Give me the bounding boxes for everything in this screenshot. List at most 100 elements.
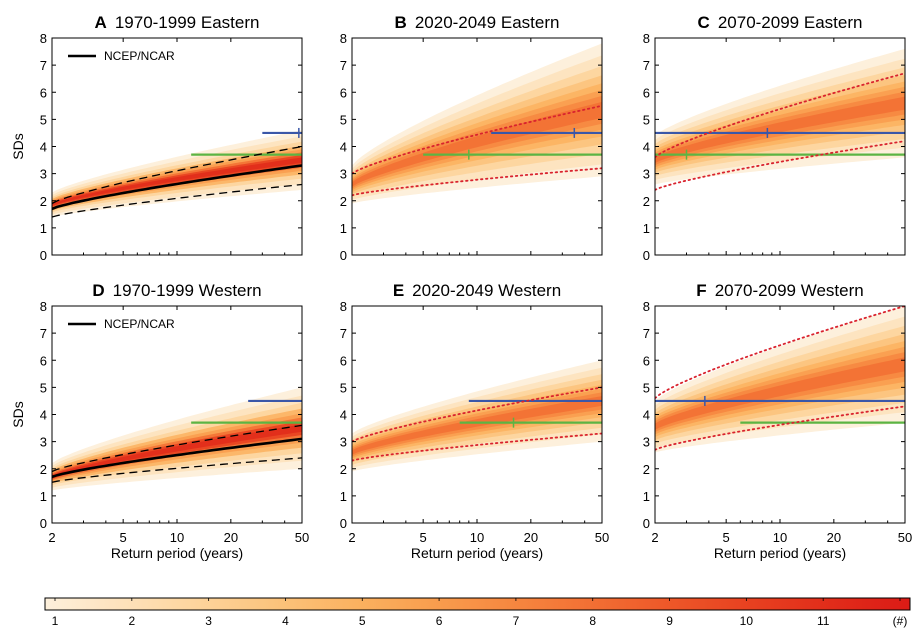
y-tick-label: 4 <box>340 140 347 155</box>
panel-title-text: 2070-2099 Western <box>715 281 864 300</box>
y-tick-label: 6 <box>643 85 650 100</box>
y-tick-label: 5 <box>643 380 650 395</box>
panel-letter: F <box>696 281 706 300</box>
colorbar-tick-label: 8 <box>589 614 596 628</box>
x-tick-label: 10 <box>170 530 184 545</box>
y-tick-label: 6 <box>40 85 47 100</box>
panel-a: 0 1 2 3 4 5 6 7 8 A 1970-1999 Eastern NCEP/NCAR SDs <box>10 13 303 263</box>
y-tick-label: 2 <box>643 462 650 477</box>
y-tick-label: 1 <box>643 221 650 236</box>
ensemble-ci-upper <box>655 72 905 159</box>
panel-b: 0 1 2 3 4 5 6 7 8 B 2020-2049 Eastern <box>340 13 603 263</box>
plot-area <box>352 360 602 472</box>
x-tick-label: 2 <box>348 530 355 545</box>
colorbar-tick-label: 5 <box>359 614 366 628</box>
y-tick-label: 5 <box>40 380 47 395</box>
y-tick-label: 7 <box>340 58 347 73</box>
y-tick-label: 4 <box>40 140 47 155</box>
y-tick-label: 2 <box>340 462 347 477</box>
y-tick-label: 3 <box>40 435 47 450</box>
panel-d: 0 1 2 3 4 5 6 7 8 2 5 10 20 50 D 1970-1999 Western NCEP/… <box>10 281 309 561</box>
plot-area <box>352 43 602 204</box>
ensemble-ci-lower <box>352 167 602 197</box>
panel-title: C 2070-2099 Eastern <box>698 13 863 32</box>
y-tick-label: 2 <box>643 194 650 209</box>
panel-letter: B <box>395 13 407 32</box>
plot-area <box>52 127 302 218</box>
y-tick-label: 0 <box>40 248 47 263</box>
ensemble-ci-lower <box>352 432 602 462</box>
y-tick-label: 8 <box>40 299 47 314</box>
y-tick-label: 0 <box>340 248 347 263</box>
y-tick-label: 5 <box>340 380 347 395</box>
y-tick-label: 7 <box>643 326 650 341</box>
x-tick-label: 10 <box>470 530 484 545</box>
y-tick-label: 6 <box>340 85 347 100</box>
colorbar: 1 2 3 4 5 6 7 8 9 10 11 (#) <box>44 597 911 628</box>
y-tick-label: 1 <box>340 221 347 236</box>
colorbar-tick-label: 10 <box>740 614 754 628</box>
x-axis-label: Return period (years) <box>111 545 243 561</box>
panel-letter: E <box>393 281 404 300</box>
y-tick-label: 3 <box>643 435 650 450</box>
x-tick-label: 2 <box>651 530 658 545</box>
x-tick-label: 10 <box>773 530 787 545</box>
y-tick-label: 6 <box>340 353 347 368</box>
y-tick-label: 8 <box>643 299 650 314</box>
panel-letter: D <box>92 281 104 300</box>
panel-title-text: 1970-1999 Eastern <box>115 13 260 32</box>
y-tick-label: 5 <box>643 112 650 127</box>
y-tick-label: 3 <box>340 167 347 182</box>
y-tick-label: 8 <box>340 299 347 314</box>
panel-letter: C <box>698 13 710 32</box>
colorbar-tick-label: 2 <box>128 614 135 628</box>
density-band <box>655 357 905 430</box>
colorbar-tick-label: 6 <box>436 614 443 628</box>
x-axis-label: Return period (years) <box>411 545 543 561</box>
y-tick-label: 2 <box>40 194 47 209</box>
density-band <box>52 157 302 206</box>
y-tick-label: 1 <box>340 489 347 504</box>
plot-area <box>52 387 302 491</box>
ncep-ci-lower <box>52 457 302 483</box>
x-tick-label: 5 <box>120 530 127 545</box>
ncep-ci-upper <box>52 424 302 473</box>
x-tick-label: 20 <box>827 530 841 545</box>
ensemble-ci-upper <box>352 104 602 175</box>
y-axis-label: SDs <box>10 133 26 159</box>
panel-title-text: 1970-1999 Western <box>113 281 262 300</box>
x-tick-label: 5 <box>723 530 730 545</box>
colorbar-tick-label: 4 <box>282 614 289 628</box>
density-band <box>352 396 602 455</box>
ncep-curve <box>52 164 302 211</box>
x-tick-label: 20 <box>224 530 238 545</box>
y-tick-label: 3 <box>643 167 650 182</box>
y-tick-label: 8 <box>40 31 47 46</box>
y-tick-label: 0 <box>40 516 47 531</box>
colorbar-tick-label: 3 <box>205 614 212 628</box>
plot-area <box>655 306 905 453</box>
y-tick-label: 1 <box>40 489 47 504</box>
panel-letter: A <box>95 13 107 32</box>
y-tick-label: 7 <box>340 326 347 341</box>
y-tick-label: 5 <box>40 112 47 127</box>
x-tick-label: 20 <box>524 530 538 545</box>
colorbar-tick-label: (#) <box>893 614 908 628</box>
y-axis-label: SDs <box>10 401 26 427</box>
y-tick-label: 7 <box>40 58 47 73</box>
y-tick-label: 2 <box>40 462 47 477</box>
panel-c: 0 1 2 3 4 5 6 7 8 C 2070-2099 Eastern <box>643 13 906 263</box>
panel-title: D 1970-1999 Western <box>92 281 261 300</box>
x-tick-label: 5 <box>420 530 427 545</box>
colorbar-bar <box>44 597 911 611</box>
ensemble-ci-lower <box>655 405 905 451</box>
colorbar-tick-label: 11 <box>817 614 830 628</box>
y-tick-label: 8 <box>643 31 650 46</box>
y-tick-label: 6 <box>40 353 47 368</box>
y-tick-label: 4 <box>40 408 47 423</box>
y-tick-label: 6 <box>643 353 650 368</box>
colorbar-tick-label: 7 <box>513 614 520 628</box>
y-tick-label: 4 <box>643 408 650 423</box>
panel-title-text: 2020-2049 Western <box>412 281 561 300</box>
